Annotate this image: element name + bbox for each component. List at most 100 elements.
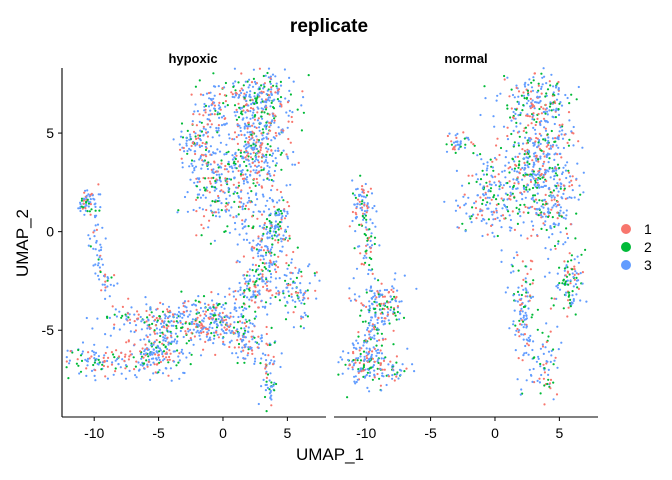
scatter-point (315, 297, 318, 300)
scatter-point (535, 211, 538, 215)
scatter-point (374, 313, 377, 316)
scatter-point (248, 274, 251, 277)
scatter-point (452, 141, 456, 144)
scatter-point (254, 357, 257, 360)
scatter-point (276, 91, 279, 94)
scatter-point (279, 249, 282, 253)
scatter-point (366, 371, 369, 374)
scatter-point (274, 264, 278, 267)
scatter-point (560, 156, 563, 159)
scatter-point (367, 350, 371, 353)
scatter-point (299, 289, 302, 292)
scatter-point (239, 112, 243, 115)
scatter-point (77, 364, 80, 367)
scatter-point (195, 198, 198, 201)
scatter-point (154, 371, 157, 374)
scatter-point (214, 353, 217, 356)
scatter-point (546, 113, 549, 116)
scatter-point (243, 92, 246, 95)
scatter-point (481, 169, 484, 172)
scatter-point (195, 331, 198, 334)
scatter-point (300, 315, 303, 318)
scatter-point (229, 214, 232, 217)
scatter-point (265, 153, 268, 156)
scatter-point (85, 201, 88, 204)
scatter-point (369, 247, 372, 250)
scatter-point (365, 354, 368, 357)
scatter-point (264, 301, 268, 304)
scatter-point (182, 146, 185, 150)
scatter-point (75, 362, 78, 365)
scatter-point (473, 144, 476, 147)
scatter-point (556, 182, 559, 185)
scatter-point (242, 332, 245, 335)
scatter-point (553, 122, 556, 126)
scatter-point (202, 348, 205, 351)
scatter-point (285, 254, 288, 257)
scatter-point (534, 140, 537, 143)
scatter-point (219, 321, 222, 324)
scatter-point (206, 135, 209, 138)
scatter-point (212, 72, 215, 75)
scatter-point (288, 294, 291, 297)
scatter-point (255, 147, 258, 150)
scatter-point (486, 233, 489, 236)
scatter-point (150, 311, 153, 314)
scatter-point (269, 75, 272, 78)
scatter-point (529, 334, 532, 337)
scatter-point (256, 198, 259, 201)
scatter-point (268, 219, 271, 223)
scatter-point (528, 137, 531, 140)
scatter-point (518, 208, 521, 211)
scatter-point (266, 161, 269, 164)
scatter-point (523, 333, 527, 336)
scatter-point (545, 322, 548, 325)
scatter-point (539, 173, 542, 177)
scatter-point (244, 124, 247, 127)
scatter-point (547, 187, 550, 190)
scatter-point (85, 203, 88, 206)
scatter-point (112, 353, 115, 356)
scatter-point (369, 187, 372, 190)
scatter-point (554, 116, 558, 119)
scatter-point (553, 170, 556, 173)
scatter-point (125, 315, 128, 318)
scatter-point (262, 74, 265, 78)
scatter-point (214, 181, 217, 184)
y-tick-label: 0 (46, 224, 54, 240)
scatter-point (100, 258, 103, 261)
scatter-point (558, 288, 562, 291)
scatter-point (88, 237, 92, 240)
scatter-point (443, 200, 446, 203)
scatter-point (116, 282, 119, 285)
scatter-point (547, 210, 550, 213)
scatter-point (552, 189, 556, 192)
scatter-point (556, 200, 559, 203)
scatter-point (510, 132, 513, 136)
scatter-point (118, 328, 121, 331)
scatter-point (270, 120, 273, 123)
scatter-point (291, 299, 294, 302)
scatter-point (348, 297, 351, 300)
scatter-point (262, 195, 265, 198)
scatter-point (196, 181, 199, 184)
scatter-point (144, 343, 147, 346)
scatter-point (140, 320, 143, 323)
scatter-point (268, 392, 271, 395)
scatter-point (246, 80, 249, 83)
scatter-point (224, 177, 227, 180)
scatter-point (267, 269, 270, 272)
scatter-point (561, 282, 564, 285)
scatter-point (255, 101, 259, 104)
scatter-point (547, 373, 550, 376)
scatter-point (506, 104, 509, 107)
scatter-point (521, 359, 524, 362)
scatter-point (103, 354, 106, 357)
scatter-point (213, 337, 216, 340)
scatter-point (354, 361, 357, 364)
scatter-point (207, 161, 210, 164)
scatter-point (564, 217, 567, 220)
scatter-point (246, 354, 249, 357)
scatter-point (166, 358, 169, 362)
scatter-point (265, 127, 268, 130)
